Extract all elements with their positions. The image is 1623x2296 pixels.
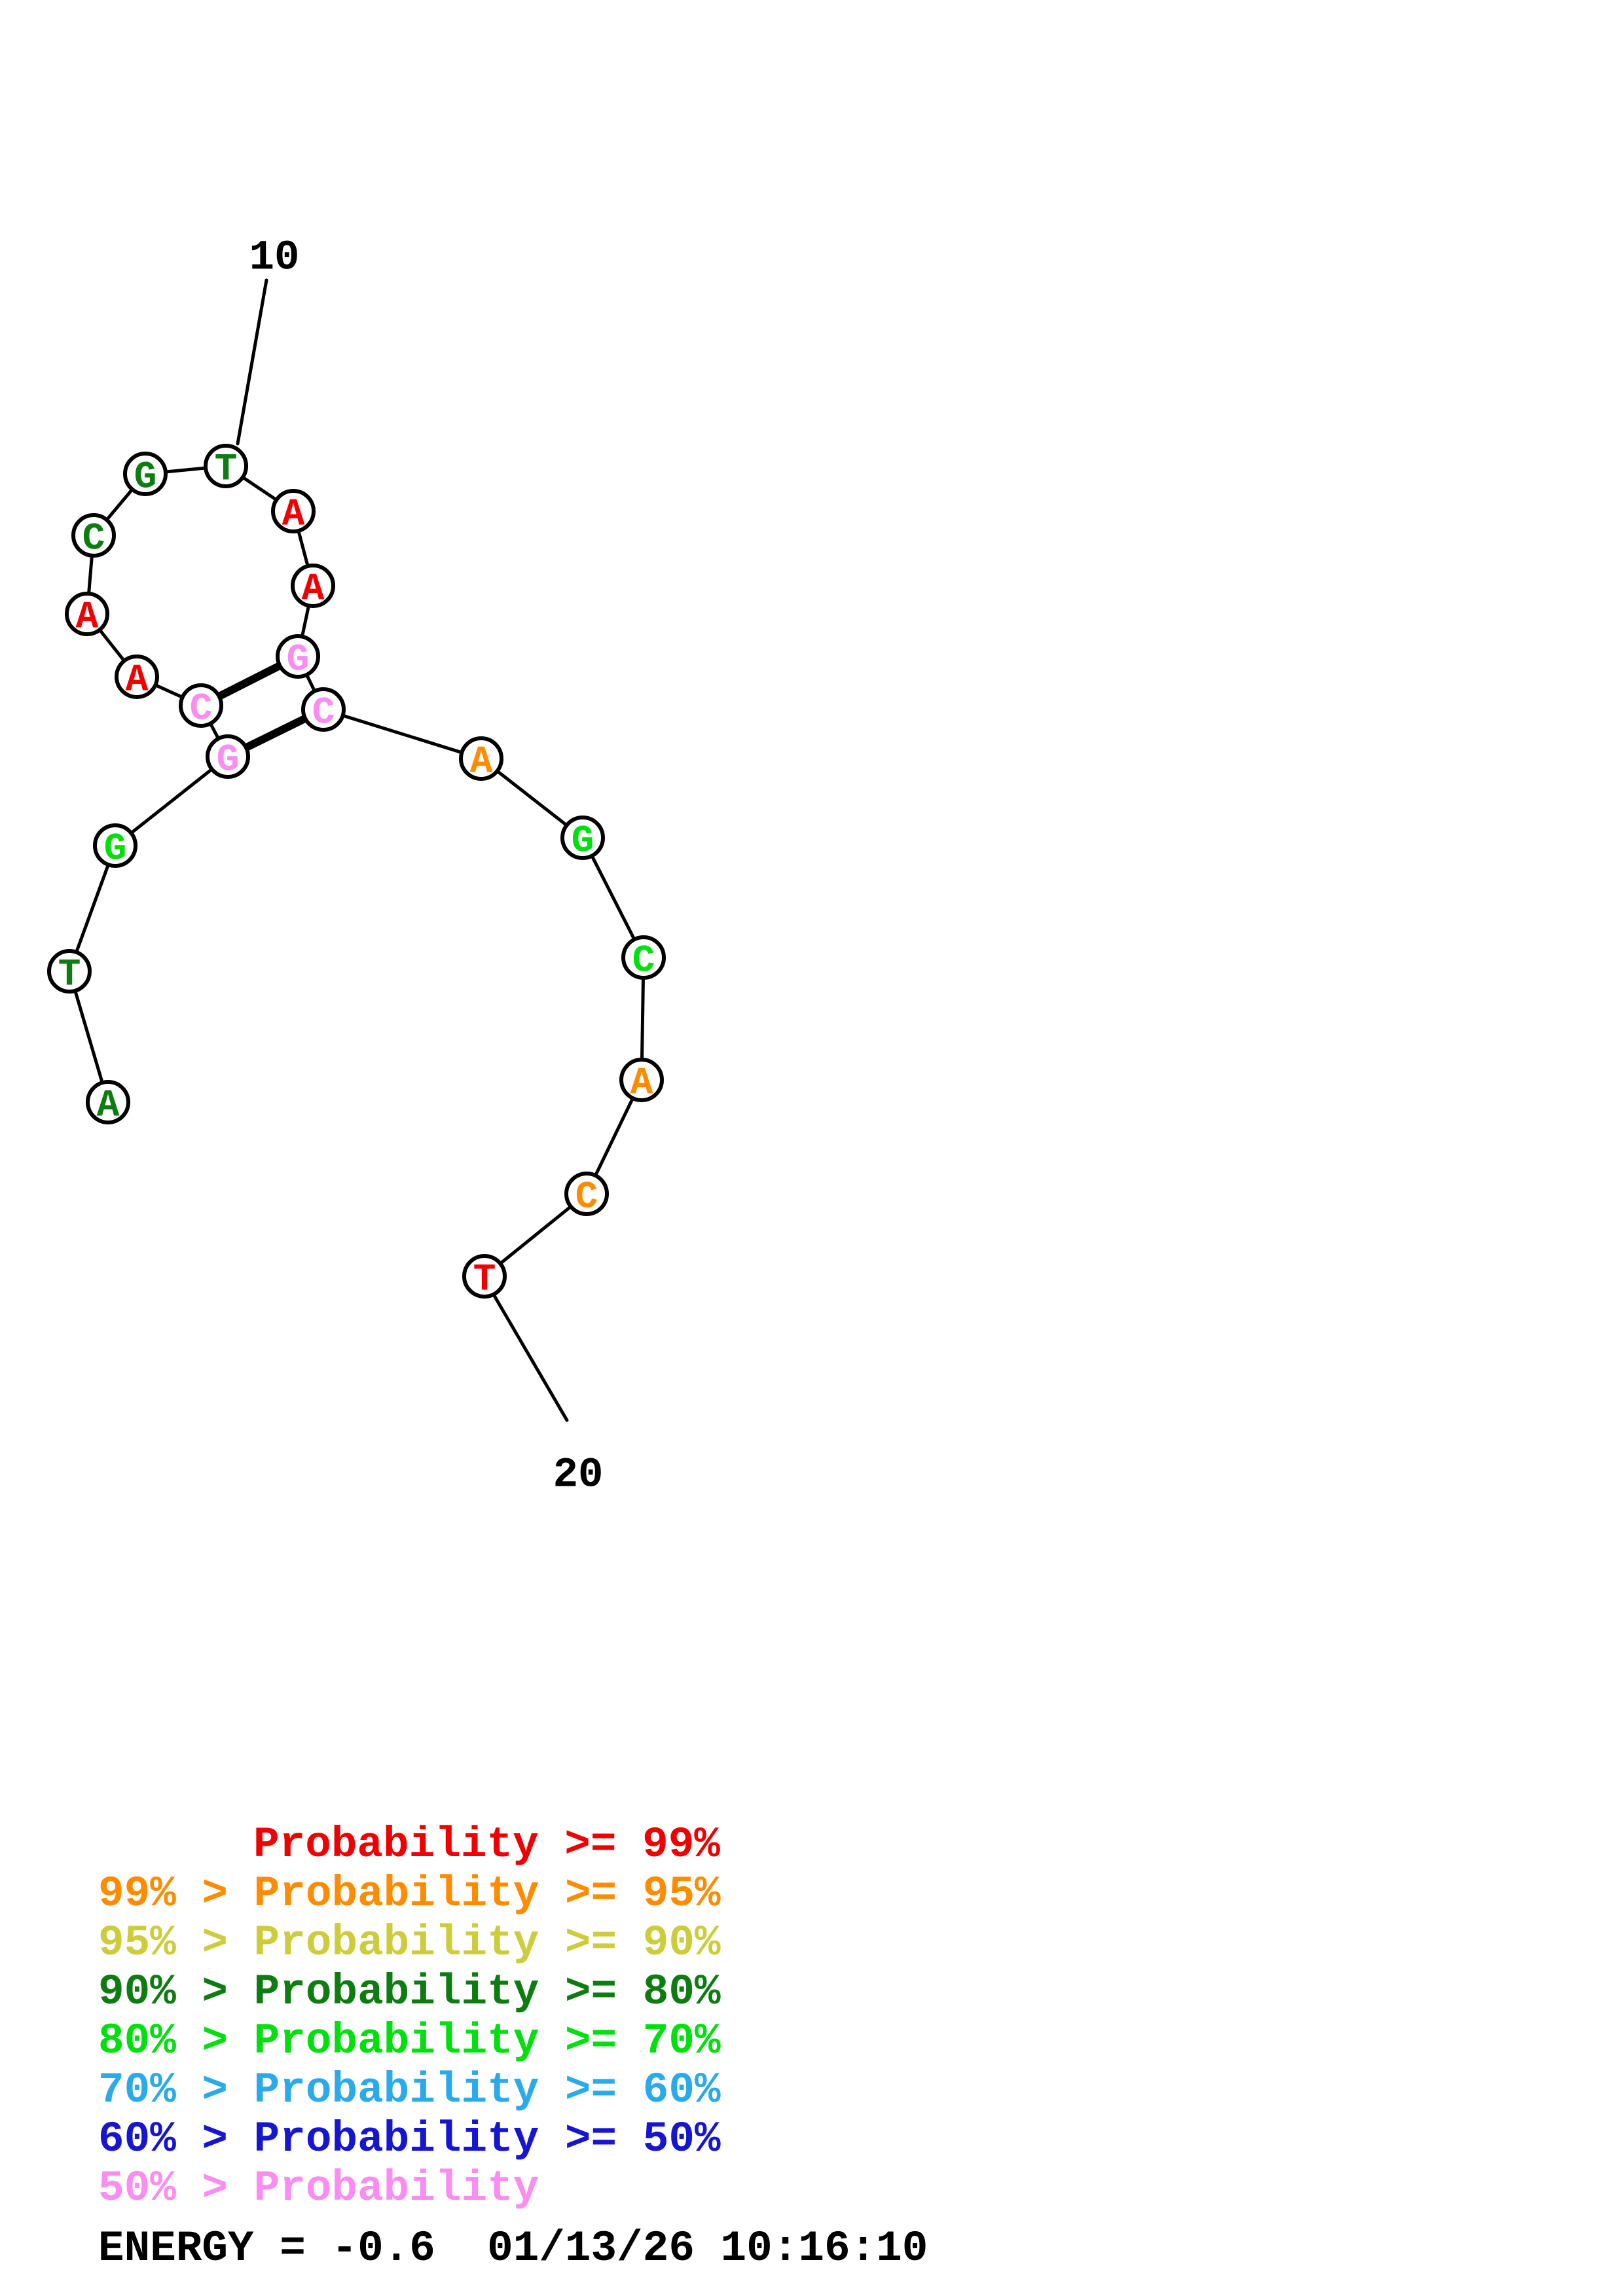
nucleotide-letter-T20: T bbox=[473, 1259, 496, 1301]
nucleotide-letter-C5: C bbox=[190, 688, 213, 730]
sequence-number-label-10: 10 bbox=[249, 234, 300, 281]
nucleotide-letter-C17: C bbox=[632, 940, 655, 982]
nucleotide-circle-9 bbox=[123, 452, 168, 496]
backbone-segment-1-2 bbox=[67, 969, 110, 1104]
nucleotide-letter-G9: G bbox=[134, 456, 157, 499]
nucleotide-circle-19 bbox=[564, 1172, 609, 1216]
nucleotide-letter-A12: A bbox=[302, 568, 325, 611]
backbone-segment-2-3 bbox=[67, 844, 117, 973]
legend-row-95-99: 99% > Probability >= 95% bbox=[98, 1869, 721, 1918]
nucleotide-letter-G3: G bbox=[104, 828, 127, 870]
nucleotide-circle-18 bbox=[619, 1058, 664, 1102]
nucleotide-letter-C8: C bbox=[82, 518, 105, 560]
legend-row-80-90: 90% > Probability >= 80% bbox=[98, 1967, 721, 2017]
nucleotide-letter-G13: G bbox=[287, 639, 310, 681]
nucleotide-letter-C19: C bbox=[575, 1176, 598, 1219]
nucleotide-letter-A6: A bbox=[126, 659, 149, 702]
nucleotide-circle-12 bbox=[291, 564, 335, 608]
legend-row-60-70: 70% > Probability >= 60% bbox=[98, 2066, 721, 2115]
nucleotide-letter-T10: T bbox=[215, 448, 238, 491]
legend-row-lt50: 50% > Probability bbox=[98, 2164, 539, 2213]
sequence-number-label-20: 20 bbox=[553, 1452, 604, 1499]
nucleotide-circle-11 bbox=[271, 489, 316, 533]
nucleotide-letter-G16: G bbox=[572, 820, 594, 863]
probability-legend: Probability >= 99% 99% > Probability >= … bbox=[98, 1820, 721, 2213]
nucleotide-letter-A15: A bbox=[470, 741, 493, 783]
nucleotide-letter-T2: T bbox=[58, 954, 81, 996]
legend-row-70-80: 80% > Probability >= 70% bbox=[98, 2017, 721, 2066]
nucleotide-letter-A1: A bbox=[97, 1085, 120, 1127]
nucleotide-circle-1 bbox=[86, 1080, 130, 1124]
nucleotide-letter-A18: A bbox=[630, 1062, 653, 1105]
legend-row-ge99: Probability >= 99% bbox=[253, 1820, 720, 1869]
label-pointer-line-20 bbox=[492, 1293, 569, 1422]
nucleotide-circle-8 bbox=[71, 513, 116, 558]
nucleotide-circle-15 bbox=[459, 736, 503, 781]
legend-row-50-60: 60% > Probability >= 50% bbox=[98, 2115, 721, 2164]
energy-line: ENERGY = -0.6 01/13/26 10:16:10 bbox=[98, 2224, 928, 2273]
nucleotide-circle-2 bbox=[47, 949, 92, 994]
backbone-segment-16-17 bbox=[581, 836, 646, 960]
nucleotide-circle-20 bbox=[462, 1254, 507, 1299]
nucleotide-circle-7 bbox=[65, 592, 109, 636]
nucleotide-circle-16 bbox=[560, 816, 605, 860]
nucleotide-circle-5 bbox=[179, 683, 223, 728]
nucleotide-circle-3 bbox=[93, 823, 137, 868]
backbone-segment-3-4 bbox=[113, 755, 230, 848]
nucleotide-letter-A11: A bbox=[282, 493, 305, 536]
nucleotide-circle-4 bbox=[206, 734, 250, 779]
legend-row-90-95: 95% > Probability >= 90% bbox=[98, 1918, 721, 1967]
label-pointer-line-10 bbox=[236, 278, 268, 446]
backbone-segment-14-15 bbox=[321, 708, 483, 761]
nucleotide-circle-13 bbox=[276, 634, 320, 679]
nucleotide-circle-17 bbox=[621, 935, 666, 980]
nucleotide-circle-6 bbox=[115, 655, 159, 699]
nucleotide-circle-14 bbox=[301, 687, 346, 732]
nucleotide-letter-G4: G bbox=[217, 739, 240, 781]
nucleotide-letter-C14: C bbox=[312, 692, 335, 734]
nucleotide-circle-10 bbox=[204, 444, 248, 488]
nucleotide-letter-A7: A bbox=[76, 596, 99, 639]
